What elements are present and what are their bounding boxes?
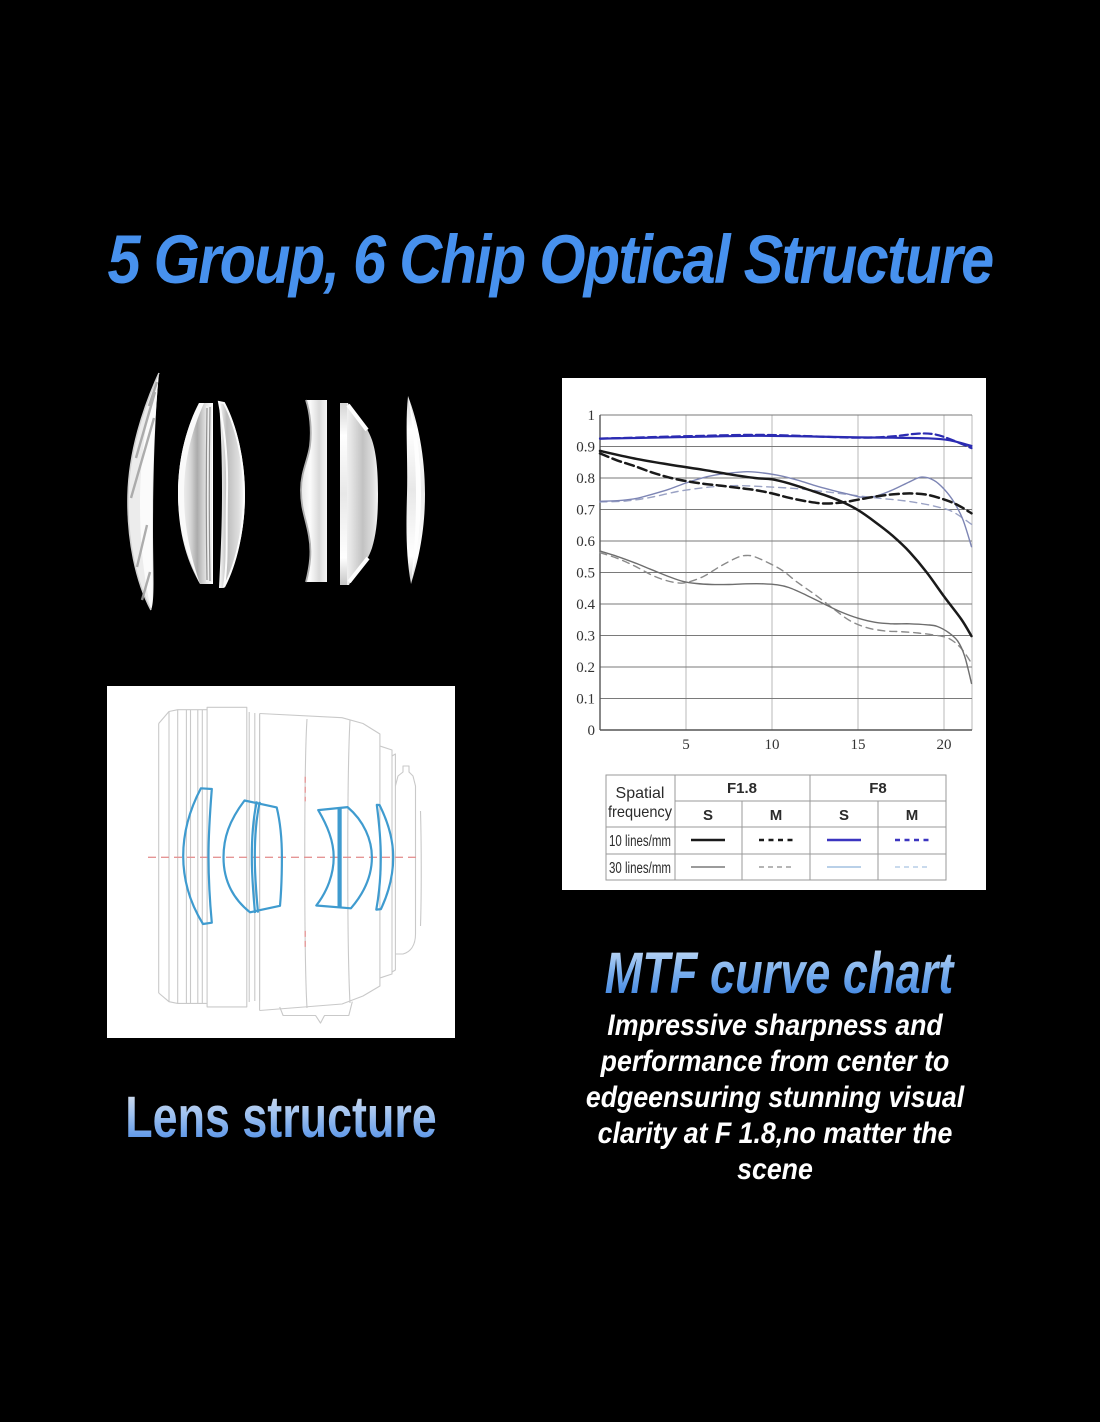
svg-text:0.4: 0.4 (576, 597, 595, 613)
svg-text:10: 10 (765, 737, 780, 753)
svg-text:Spatial: Spatial (616, 785, 665, 802)
svg-text:0.8: 0.8 (576, 471, 595, 487)
svg-text:20: 20 (937, 737, 952, 753)
svg-text:0: 0 (588, 723, 596, 739)
svg-text:15: 15 (851, 737, 866, 753)
svg-text:0.3: 0.3 (576, 629, 595, 645)
svg-text:10 lines/mm: 10 lines/mm (609, 833, 671, 850)
svg-text:0.1: 0.1 (576, 692, 595, 708)
svg-text:0.5: 0.5 (576, 566, 595, 582)
svg-text:0.2: 0.2 (576, 660, 595, 676)
svg-text:M: M (770, 807, 783, 824)
svg-text:F8: F8 (869, 780, 887, 797)
svg-text:M: M (906, 807, 919, 824)
svg-text:S: S (839, 807, 849, 824)
svg-text:1: 1 (588, 408, 596, 424)
svg-text:0.6: 0.6 (576, 534, 595, 550)
svg-text:0.7: 0.7 (576, 503, 595, 519)
svg-text:F1.8: F1.8 (727, 780, 757, 797)
svg-text:0.9: 0.9 (576, 440, 595, 456)
svg-text:frequency: frequency (608, 804, 672, 821)
svg-text:5: 5 (682, 737, 690, 753)
svg-text:30 lines/mm: 30 lines/mm (609, 860, 671, 877)
svg-text:S: S (703, 807, 713, 824)
